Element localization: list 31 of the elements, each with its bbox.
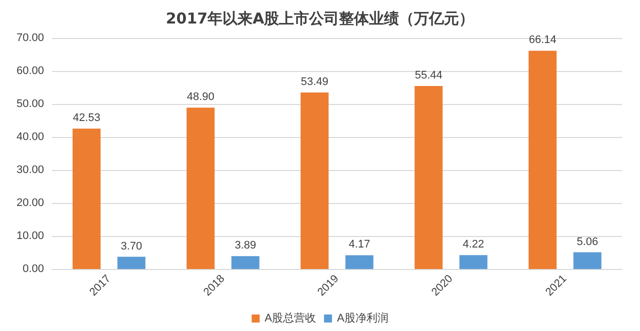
chart-title: 2017年以来A股上市公司整体业绩（万亿元） [166,10,474,28]
bar [345,255,374,269]
legend-label: A股总营收 [264,312,316,324]
data-label: 4.22 [462,238,484,251]
y-tick-label: 60.00 [16,65,44,77]
bar [573,252,602,269]
bar [186,108,215,269]
y-tick-label: 50.00 [16,98,44,110]
y-tick-label: 70.00 [16,32,44,44]
data-label: 66.14 [528,34,556,46]
y-tick-label: 30.00 [16,164,44,176]
data-label: 3.70 [120,240,142,252]
bar [300,92,329,269]
data-label: 48.90 [186,91,214,104]
bar [459,255,488,269]
bar [117,256,146,269]
data-label: 3.89 [234,240,256,252]
data-label: 4.17 [348,238,370,251]
data-label: 55.44 [414,70,442,82]
y-tick-label: 20.00 [16,197,44,209]
bar [231,256,260,269]
legend-label: A股净利润 [337,312,388,324]
bar [72,128,101,269]
data-label: 42.53 [72,112,100,124]
data-label: 53.49 [300,76,328,88]
data-label: 5.06 [576,236,598,248]
y-tick-label: 10.00 [16,230,44,242]
y-tick-label: 0.00 [22,263,44,275]
bar [414,86,443,269]
y-tick-label: 40.00 [16,131,44,143]
bar [528,50,557,269]
